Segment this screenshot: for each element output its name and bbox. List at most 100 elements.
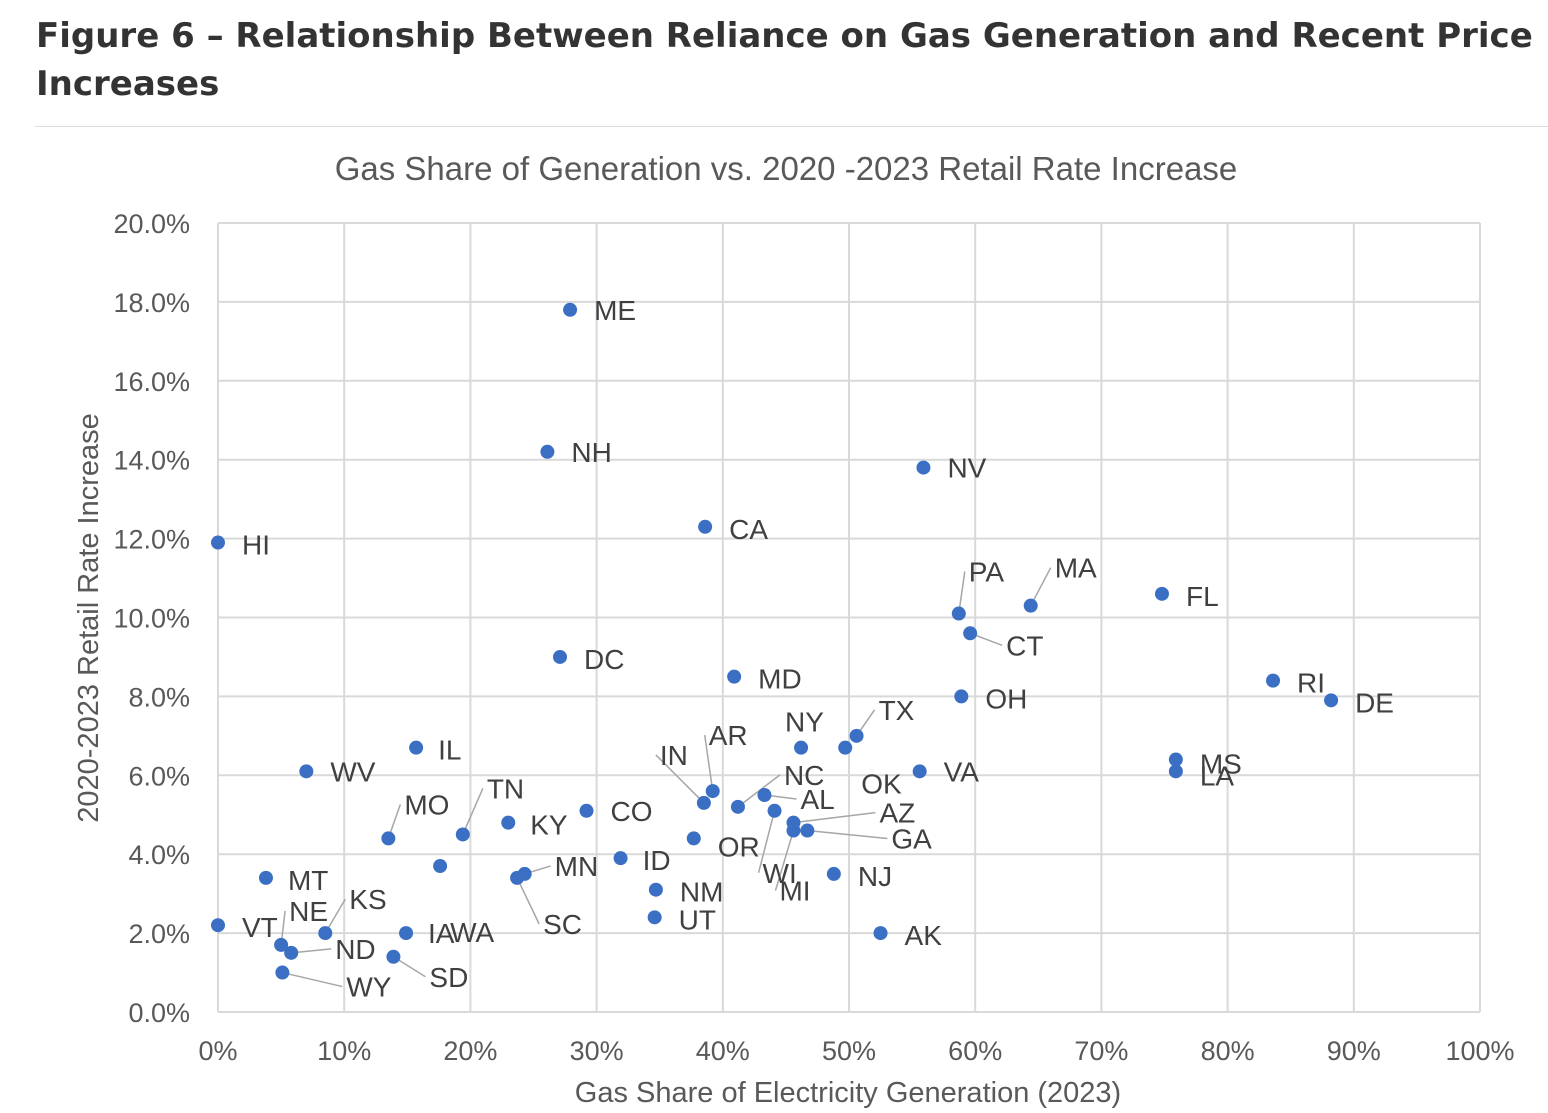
data-point-ga xyxy=(800,823,815,838)
data-point-co xyxy=(579,803,594,818)
x-tick-label: 80% xyxy=(1201,1036,1255,1066)
data-point-nm xyxy=(648,882,663,897)
data-point-dc xyxy=(553,649,568,664)
data-label-ar: AR xyxy=(709,720,748,751)
data-point-nd xyxy=(284,945,299,960)
data-label-ks: KS xyxy=(349,884,386,915)
data-label-nm: NM xyxy=(680,877,724,908)
y-tick-label: 2.0% xyxy=(128,919,190,949)
data-label-la: LA xyxy=(1200,760,1235,791)
leader-line-az xyxy=(793,811,876,824)
data-point-ky xyxy=(501,815,516,830)
y-tick-label: 12.0% xyxy=(113,525,190,555)
data-label-ga: GA xyxy=(891,824,932,855)
data-point-nc xyxy=(730,799,745,814)
chart-frame xyxy=(35,126,1548,1113)
y-tick-label: 14.0% xyxy=(113,446,190,476)
data-point-oh xyxy=(954,689,969,704)
data-point-ma xyxy=(1023,598,1038,613)
x-tick-label: 10% xyxy=(317,1036,371,1066)
data-label-sc: SC xyxy=(543,909,582,940)
data-label-wi: WI xyxy=(763,858,797,889)
data-label-wy: WY xyxy=(346,972,391,1003)
data-label-ms: MS xyxy=(1200,749,1242,780)
x-tick-label: 100% xyxy=(1445,1036,1514,1066)
data-label-mt: MT xyxy=(288,865,328,896)
data-label-nj: NJ xyxy=(858,861,892,892)
data-label-ny: NY xyxy=(785,707,824,738)
data-point-il xyxy=(409,740,424,755)
data-point-al xyxy=(757,788,772,803)
data-point-in xyxy=(696,795,711,810)
data-point-mo xyxy=(381,831,396,846)
data-point-wi xyxy=(767,803,782,818)
data-label-ok: OK xyxy=(861,769,902,800)
data-point-ok xyxy=(838,740,853,755)
y-tick-label: 6.0% xyxy=(128,761,190,791)
leader-line-wy xyxy=(282,971,343,988)
x-tick-label: 30% xyxy=(570,1036,624,1066)
chart-title: Gas Share of Generation vs. 2020 -2023 R… xyxy=(335,150,1238,187)
data-label-nc: NC xyxy=(784,760,824,791)
data-label-vt: VT xyxy=(242,912,278,943)
data-point-de xyxy=(1324,693,1339,708)
tick-labels: 0% 10% 20% 30% 40% 50% 60% 70% 80% 90% 100% 0.0% 2.0… xyxy=(113,209,1514,1066)
data-point-ct xyxy=(963,626,978,641)
y-tick-label: 0.0% xyxy=(128,998,190,1028)
data-label-mn: MN xyxy=(555,851,599,882)
data-label-ma: MA xyxy=(1055,553,1097,584)
data-label-sd: SD xyxy=(429,962,468,993)
figure-title: Figure 6 – Relationship Between Reliance… xyxy=(36,12,1536,108)
leader-line-ma xyxy=(1030,567,1052,607)
data-point-ak xyxy=(873,926,888,941)
data-point-md xyxy=(727,669,742,684)
data-label-fl: FL xyxy=(1186,581,1219,612)
data-point-fl xyxy=(1154,586,1169,601)
x-axis-label: Gas Share of Electricity Generation (202… xyxy=(575,1077,1121,1109)
data-label-mo: MO xyxy=(404,789,449,820)
y-tick-label: 20.0% xyxy=(113,209,190,239)
data-label-tn: TN xyxy=(487,773,524,804)
data-point-va xyxy=(912,764,927,779)
data-point-ar xyxy=(705,784,720,799)
leader-line-pa xyxy=(958,571,966,614)
data-label-ut: UT xyxy=(679,904,716,935)
data-label-id: ID xyxy=(643,845,671,876)
x-tick-label: 60% xyxy=(948,1036,1002,1066)
data-label-wa: WA xyxy=(450,917,494,948)
data-point-vt xyxy=(211,918,225,933)
data-label-ia: IA xyxy=(428,918,455,949)
data-label-dc: DC xyxy=(584,644,624,675)
data-point-ia xyxy=(399,926,414,941)
data-label-ri: RI xyxy=(1297,668,1325,699)
data-point-nh xyxy=(540,444,555,459)
data-point-ne xyxy=(274,937,289,952)
data-label-il: IL xyxy=(438,735,461,766)
data-point-tx xyxy=(849,728,864,743)
data-point-ut xyxy=(647,910,662,925)
data-points xyxy=(211,302,1339,980)
data-point-tn xyxy=(455,827,470,842)
data-label-va: VA xyxy=(944,756,980,787)
data-point-or xyxy=(686,831,701,846)
x-tick-label: 50% xyxy=(822,1036,876,1066)
data-point-nv xyxy=(916,460,931,475)
x-tick-label: 70% xyxy=(1074,1036,1128,1066)
data-point-hi xyxy=(211,535,225,550)
leader-line-mi xyxy=(774,830,795,891)
data-label-ca: CA xyxy=(729,514,768,545)
y-tick-label: 18.0% xyxy=(113,288,190,318)
x-tick-label: 20% xyxy=(443,1036,497,1066)
data-point-id xyxy=(613,851,628,866)
data-label-pa: PA xyxy=(969,557,1005,588)
data-labels: ME NH NV CA HI PA MA FL CT DC MD RI DE OH TX NY OK VA IL WV… xyxy=(242,295,1394,1003)
data-label-nv: NV xyxy=(947,453,986,484)
x-tick-label: 40% xyxy=(696,1036,750,1066)
data-label-al: AL xyxy=(800,784,834,815)
grid-lines xyxy=(217,222,1481,1013)
leader-line-sc xyxy=(516,877,540,925)
data-point-mi xyxy=(786,823,801,838)
data-label-ct: CT xyxy=(1006,630,1043,661)
data-label-ky: KY xyxy=(530,810,568,841)
